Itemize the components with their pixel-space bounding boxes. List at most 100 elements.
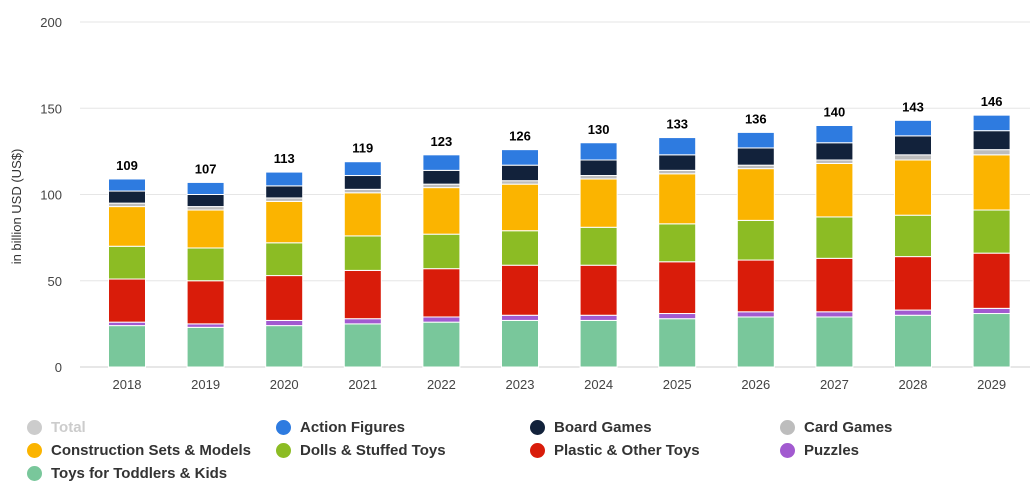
bar-segment[interactable]	[422, 316, 461, 323]
bar-segment[interactable]	[108, 178, 146, 192]
bar-segment[interactable]	[265, 242, 304, 277]
bar-segment[interactable]	[894, 119, 932, 137]
bar-segment[interactable]	[736, 164, 775, 170]
bar-segment[interactable]	[343, 175, 382, 190]
bar-segment[interactable]	[186, 280, 225, 325]
bar-segment[interactable]	[501, 264, 539, 316]
bar-segment[interactable]	[658, 154, 697, 171]
legend-item[interactable]: Card Games	[780, 416, 892, 438]
bar-segment[interactable]	[501, 180, 539, 185]
bar-segment[interactable]	[736, 316, 775, 368]
bar-segment[interactable]	[815, 162, 854, 218]
bar-segment[interactable]	[501, 314, 539, 321]
bar-segment[interactable]	[972, 154, 1011, 211]
bar-segment[interactable]	[186, 209, 225, 249]
bar-segment[interactable]	[108, 245, 146, 280]
bar-segment[interactable]	[186, 326, 225, 368]
bar-segment[interactable]	[422, 183, 461, 189]
bar-segment[interactable]	[343, 269, 382, 320]
bar-segment[interactable]	[579, 226, 618, 266]
bar-segment[interactable]	[658, 173, 697, 225]
bar-segment[interactable]	[265, 200, 304, 244]
bar-segment[interactable]	[579, 159, 618, 177]
bar-segment[interactable]	[501, 230, 539, 266]
bar-segment[interactable]	[343, 161, 382, 177]
bar-segment[interactable]	[265, 197, 304, 202]
bar-segment[interactable]	[186, 323, 225, 328]
bar-segment[interactable]	[736, 131, 775, 149]
legend-item[interactable]: Plastic & Other Toys	[530, 439, 700, 461]
bar-segment[interactable]	[343, 192, 382, 237]
bar-segment[interactable]	[972, 209, 1011, 254]
bar-segment[interactable]	[186, 206, 225, 211]
bar-segment[interactable]	[265, 325, 304, 368]
bar-segment[interactable]	[579, 175, 618, 180]
bar-segment[interactable]	[972, 114, 1011, 132]
bar-segment[interactable]	[736, 311, 775, 318]
bar-segment[interactable]	[815, 216, 854, 259]
bar-segment[interactable]	[108, 278, 146, 323]
bar-segment[interactable]	[815, 159, 854, 164]
legend-item[interactable]: Dolls & Stuffed Toys	[276, 439, 446, 461]
bar-segment[interactable]	[343, 323, 382, 368]
bar-segment[interactable]	[501, 319, 539, 368]
bar-segment[interactable]	[815, 142, 854, 161]
bar-segment[interactable]	[265, 275, 304, 321]
bar-segment[interactable]	[186, 194, 225, 208]
bar-segment[interactable]	[501, 183, 539, 232]
bar-segment[interactable]	[894, 256, 932, 311]
bar-segment[interactable]	[658, 318, 697, 368]
bar-segment[interactable]	[894, 154, 932, 161]
bar-segment[interactable]	[108, 202, 146, 208]
bar-segment[interactable]	[422, 154, 461, 171]
bar-segment[interactable]	[422, 268, 461, 318]
bar-segment[interactable]	[972, 149, 1011, 156]
bar-segment[interactable]	[658, 137, 697, 156]
bar-segment[interactable]	[343, 235, 382, 271]
bar-segment[interactable]	[736, 219, 775, 261]
bar-segment[interactable]	[894, 135, 932, 156]
bar-segment[interactable]	[736, 168, 775, 221]
bar-segment[interactable]	[579, 314, 618, 321]
bar-segment[interactable]	[815, 316, 854, 368]
bar-segment[interactable]	[579, 178, 618, 228]
bar-segment[interactable]	[972, 307, 1011, 315]
legend-item[interactable]: Action Figures	[276, 416, 405, 438]
bar-segment[interactable]	[186, 247, 225, 282]
legend-item[interactable]: Board Games	[530, 416, 652, 438]
bar-segment[interactable]	[108, 190, 146, 204]
bar-segment[interactable]	[265, 171, 304, 187]
bar-segment[interactable]	[108, 321, 146, 327]
bar-segment[interactable]	[815, 311, 854, 318]
bar-segment[interactable]	[658, 169, 697, 175]
bar-segment[interactable]	[343, 188, 382, 194]
bar-segment[interactable]	[815, 257, 854, 313]
bar-segment[interactable]	[658, 261, 697, 315]
bar-segment[interactable]	[894, 214, 932, 258]
bar-segment[interactable]	[501, 164, 539, 182]
bar-segment[interactable]	[736, 259, 775, 313]
bar-segment[interactable]	[894, 159, 932, 216]
bar-segment[interactable]	[422, 233, 461, 270]
bar-segment[interactable]	[108, 325, 146, 368]
bar-segment[interactable]	[815, 125, 854, 144]
bar-segment[interactable]	[972, 313, 1011, 368]
bar-segment[interactable]	[972, 252, 1011, 309]
bar-segment[interactable]	[736, 147, 775, 166]
bar-segment[interactable]	[579, 319, 618, 368]
bar-segment[interactable]	[265, 319, 304, 327]
bar-segment[interactable]	[186, 181, 225, 196]
bar-segment[interactable]	[422, 187, 461, 235]
bar-segment[interactable]	[579, 142, 618, 161]
bar-segment[interactable]	[422, 321, 461, 368]
bar-segment[interactable]	[658, 313, 697, 320]
legend-item[interactable]: Total	[27, 416, 86, 438]
bar-segment[interactable]	[579, 264, 618, 316]
bar-segment[interactable]	[108, 206, 146, 247]
bar-segment[interactable]	[972, 130, 1011, 151]
bar-segment[interactable]	[894, 309, 932, 316]
legend-item[interactable]: Construction Sets & Models	[27, 439, 251, 461]
bar-segment[interactable]	[265, 185, 304, 199]
bar-segment[interactable]	[894, 314, 932, 368]
bar-segment[interactable]	[343, 318, 382, 325]
